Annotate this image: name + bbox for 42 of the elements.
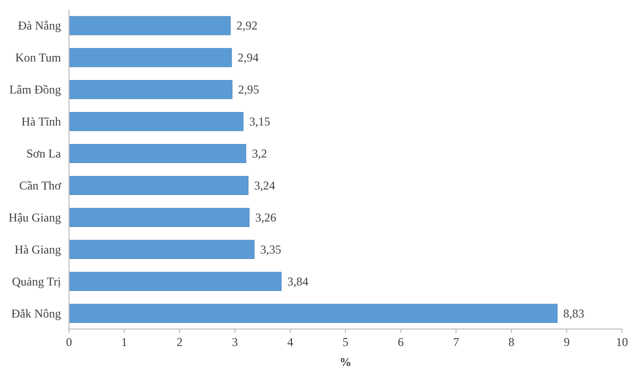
data-label: 2,95 — [238, 82, 260, 97]
x-tick-label: 8 — [508, 335, 514, 349]
data-label: 3,2 — [252, 146, 267, 161]
x-tick-label: 6 — [398, 335, 404, 349]
x-tick-label: 5 — [342, 335, 348, 349]
x-axis-title: % — [340, 355, 352, 369]
data-label: 2,92 — [236, 18, 258, 33]
data-label: 2,94 — [238, 50, 259, 65]
x-tick-label: 3 — [232, 335, 238, 349]
bar — [68, 304, 558, 323]
bar — [68, 112, 244, 132]
bar — [68, 144, 246, 164]
y-tick-label: Sơn La — [26, 146, 62, 161]
data-label: 8,83 — [563, 306, 584, 320]
data-label: 3,24 — [254, 178, 276, 192]
data-label: 3,15 — [249, 114, 270, 129]
bar — [68, 272, 282, 291]
data-label: 3,84 — [287, 274, 308, 288]
data-label: 3,26 — [255, 210, 276, 224]
bar — [68, 176, 248, 195]
bar — [68, 80, 232, 100]
x-tick-label: 10 — [616, 335, 628, 349]
y-tick-label: Đà Nẵng — [18, 18, 61, 33]
y-tick-label: Đắk Nông — [11, 306, 61, 320]
x-tick-label: 2 — [176, 335, 183, 349]
bar — [68, 240, 255, 259]
y-tick-label: Quảng Trị — [12, 274, 62, 288]
x-tick-label: 0 — [66, 335, 72, 349]
x-tick-label: 4 — [287, 335, 294, 349]
y-tick-label: Kon Tum — [15, 50, 62, 65]
y-tick-label: Cần Thơ — [19, 178, 62, 192]
y-tick-label: Lâm Đồng — [9, 82, 61, 97]
y-tick-label: Hậu Giang — [8, 210, 61, 224]
data-label: 3,35 — [260, 242, 282, 256]
x-tick-label: 7 — [453, 335, 460, 349]
y-tick-label: Hà Tĩnh — [22, 114, 61, 129]
x-tick-label: 1 — [121, 335, 128, 349]
bar — [68, 16, 231, 36]
bar — [68, 208, 250, 227]
x-tick-label: 9 — [564, 335, 570, 349]
bar — [68, 48, 232, 68]
y-tick-label: Hà Giang — [14, 242, 61, 256]
